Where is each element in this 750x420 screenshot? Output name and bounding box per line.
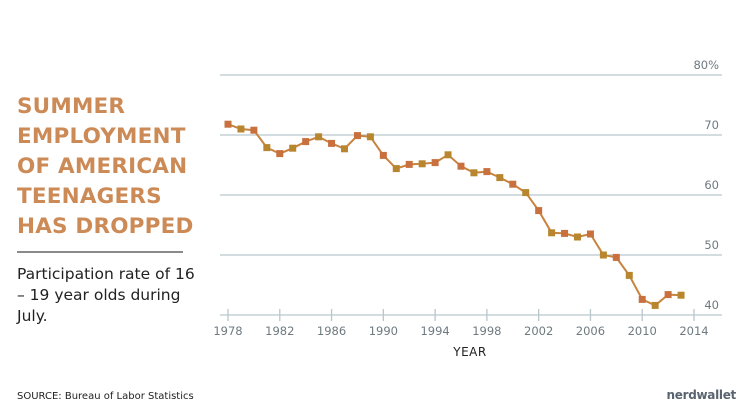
title-divider bbox=[17, 251, 183, 253]
data-point bbox=[612, 253, 620, 261]
x-tick-label: 2014 bbox=[679, 324, 708, 338]
data-point bbox=[418, 160, 426, 168]
data-point bbox=[574, 233, 581, 241]
title-line: TEENAGERS bbox=[17, 184, 162, 209]
x-tick-label: 1978 bbox=[213, 324, 242, 338]
data-point bbox=[431, 159, 439, 167]
data-point bbox=[586, 230, 594, 238]
data-point bbox=[496, 174, 504, 182]
y-tick-label: 80% bbox=[693, 58, 719, 72]
data-point bbox=[599, 251, 607, 259]
data-point bbox=[625, 271, 633, 279]
data-point bbox=[548, 229, 556, 237]
data-point bbox=[444, 151, 452, 159]
data-point bbox=[457, 162, 465, 170]
data-point bbox=[341, 145, 348, 153]
x-tick-label: 2006 bbox=[576, 324, 605, 338]
data-point bbox=[470, 169, 478, 177]
title-line: EMPLOYMENT bbox=[17, 124, 186, 149]
data-point bbox=[392, 165, 400, 173]
data-point bbox=[677, 291, 685, 299]
title-line: HAS DROPPED bbox=[17, 214, 194, 239]
y-tick-label: 60 bbox=[704, 178, 719, 192]
x-tick-label: 1982 bbox=[265, 324, 294, 338]
data-point bbox=[353, 132, 361, 140]
x-tick-label: 1990 bbox=[369, 324, 398, 338]
data-point bbox=[302, 138, 310, 146]
chart-title: SUMMER EMPLOYMENT OF AMERICAN TEENAGERS HAS … bbox=[17, 92, 194, 242]
data-point bbox=[366, 133, 374, 141]
data-point bbox=[289, 144, 297, 152]
data-point bbox=[638, 295, 646, 303]
data-point bbox=[379, 151, 387, 159]
data-point bbox=[224, 120, 232, 128]
source-note: SOURCE: Bureau of Labor Statistics bbox=[17, 391, 194, 402]
data-point bbox=[328, 139, 336, 147]
data-point bbox=[315, 133, 323, 141]
x-tick-label: 1986 bbox=[317, 324, 346, 338]
x-axis-label: YEAR bbox=[452, 345, 486, 359]
data-point bbox=[237, 125, 245, 133]
data-point bbox=[651, 301, 659, 309]
x-tick-label: 2010 bbox=[628, 324, 657, 338]
data-point bbox=[509, 180, 517, 188]
title-line: OF AMERICAN bbox=[17, 154, 188, 179]
data-point bbox=[276, 150, 284, 158]
data-point bbox=[535, 207, 543, 215]
y-tick-label: 40 bbox=[704, 298, 719, 312]
title-line: SUMMER bbox=[17, 94, 126, 119]
x-tick-label: 1994 bbox=[420, 324, 449, 338]
y-tick-label: 70 bbox=[704, 118, 719, 132]
data-point bbox=[522, 189, 530, 197]
y-tick-label: 50 bbox=[704, 238, 719, 252]
data-point bbox=[250, 126, 258, 134]
data-point bbox=[664, 291, 672, 299]
data-point bbox=[561, 229, 569, 237]
nerdwallet-logo: nerdwallet bbox=[666, 388, 737, 402]
chart-subtitle: Participation rate of 16 – 19 year olds … bbox=[17, 265, 195, 325]
data-point bbox=[405, 160, 413, 168]
x-tick-label: 2002 bbox=[524, 324, 553, 338]
data-point bbox=[483, 168, 491, 176]
x-tick-label: 1998 bbox=[472, 324, 501, 338]
data-point bbox=[263, 144, 271, 152]
